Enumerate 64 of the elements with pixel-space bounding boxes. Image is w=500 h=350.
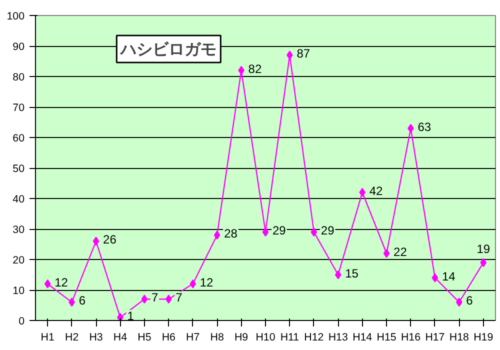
data-label: 42: [369, 184, 384, 198]
data-label: 28: [224, 226, 238, 241]
point: [190, 279, 196, 288]
data-label: 6: [466, 294, 474, 308]
text: ハシビロガモ: [120, 40, 217, 59]
y-tick-label: 10: [12, 285, 25, 297]
x-tick-label: H19: [474, 332, 494, 344]
point: [117, 312, 124, 320]
y-tick-label: 90: [12, 41, 25, 53]
y-tick-label: 80: [12, 72, 25, 84]
x-tick-label: H5: [138, 332, 152, 344]
point: [310, 228, 318, 237]
point: [92, 236, 100, 246]
data-label: 7: [176, 290, 183, 305]
data-label: 12: [54, 275, 68, 290]
data-label: 87: [296, 46, 310, 61]
y-tick-label: 30: [12, 224, 25, 236]
data-label: 12: [200, 275, 214, 290]
y-tick-label: 100: [6, 10, 25, 22]
x-tick-label: H4: [113, 332, 128, 344]
x-tick-label: H13: [328, 332, 348, 344]
x-tick-label: H11: [280, 332, 300, 344]
point: [214, 230, 220, 240]
x-tick-label: H7: [186, 332, 200, 344]
x-tick-label: H6: [162, 332, 176, 344]
x-tick-label: H9: [234, 332, 248, 344]
y-tick-label: 70: [12, 102, 25, 114]
y-tick-label: 50: [12, 163, 25, 175]
y-tick-label: 40: [12, 194, 25, 206]
data-label: 82: [248, 62, 262, 76]
point: [141, 294, 148, 304]
x-tick-label: H12: [304, 332, 324, 344]
point: [262, 228, 269, 237]
data-label: 15: [345, 266, 359, 280]
x-tick-label: H16: [400, 332, 421, 344]
data-label: 7: [151, 290, 158, 305]
x-tick-label: H2: [65, 332, 79, 344]
data-label: 63: [418, 120, 432, 134]
point: [480, 258, 487, 268]
data-label: 14: [442, 269, 456, 284]
data-label: 26: [103, 232, 117, 247]
data-label: 1: [127, 308, 134, 323]
point: [44, 279, 51, 288]
x-tick-label: H1: [40, 332, 54, 344]
data-label: 22: [394, 244, 408, 259]
x-tick-label: H18: [449, 332, 470, 344]
x-tick-label: H17: [425, 332, 445, 344]
data-label: 29: [272, 224, 286, 238]
data-label: 29: [320, 224, 335, 238]
point: [432, 273, 438, 282]
point: [165, 294, 172, 304]
x-tick-label: H14: [352, 332, 372, 344]
y-tick-label: 0: [18, 316, 25, 328]
point: [334, 270, 342, 280]
x-tick-label: H10: [256, 332, 276, 344]
x-tick-label: H15: [376, 332, 396, 344]
y-tick-label: 20: [12, 254, 25, 266]
point: [383, 248, 390, 258]
data-label: 19: [476, 242, 490, 256]
data-label: 6: [78, 294, 86, 308]
x-tick-label: H3: [89, 332, 103, 344]
x-tick-label: H8: [210, 332, 224, 344]
point: [359, 188, 366, 197]
y-tick-label: 60: [12, 132, 25, 144]
